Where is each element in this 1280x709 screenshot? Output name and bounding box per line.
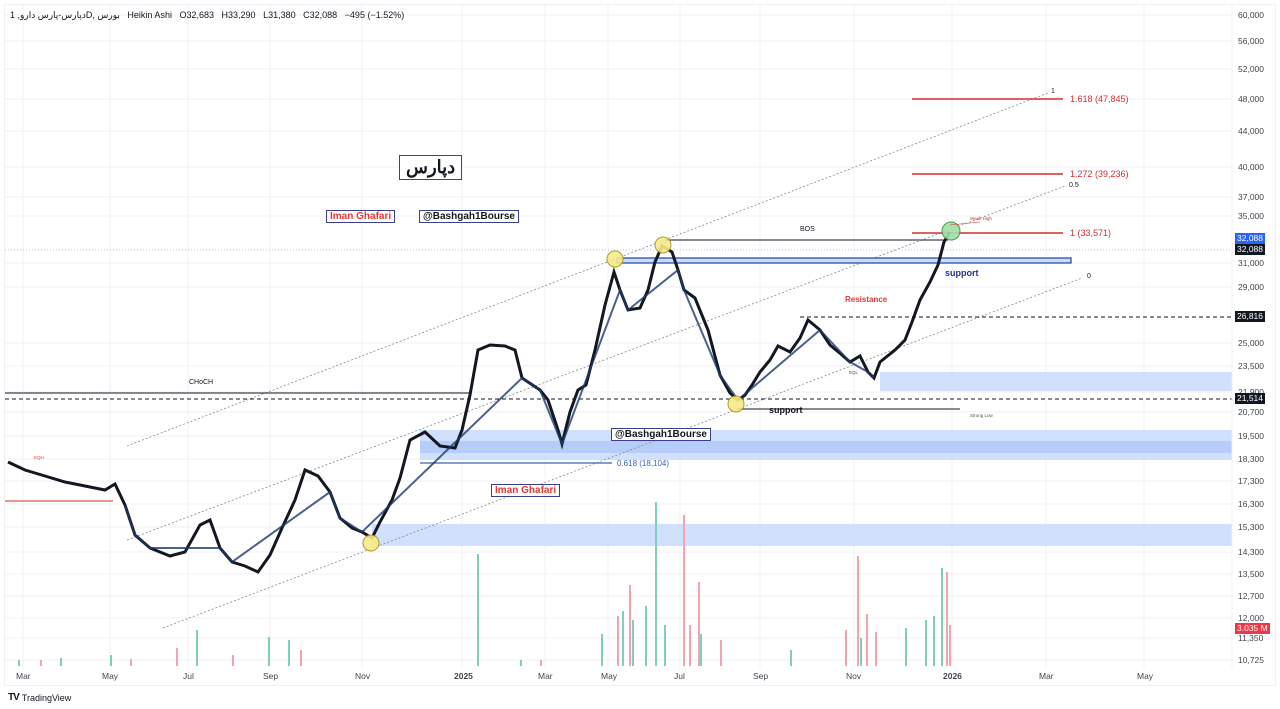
strong-low-label: Strong Low (970, 413, 993, 418)
svg-text:Jul: Jul (183, 671, 194, 681)
legend-high: H33,290 (221, 10, 256, 20)
choch-label: CHoCH (189, 379, 214, 386)
pivot-high-2 (654, 236, 672, 254)
demand-zone-3 (372, 524, 1232, 546)
support-label-top: support (945, 268, 979, 278)
volume-tag: 3.035 M (1235, 623, 1270, 634)
channel-label-0: 0 (1087, 273, 1091, 280)
svg-text:Sep: Sep (263, 671, 278, 681)
svg-text:52,000: 52,000 (1238, 64, 1264, 74)
svg-text:2026: 2026 (943, 671, 962, 681)
svg-text:17,300: 17,300 (1238, 476, 1264, 486)
price-axis[interactable]: 60,000 56,000 52,000 48,000 44,000 40,00… (1238, 10, 1264, 665)
author-label-1[interactable]: Iman Ghafari (326, 210, 396, 223)
pivot-low-2 (362, 534, 380, 552)
svg-text:May: May (601, 671, 618, 681)
eql-label: EQL (849, 370, 859, 375)
svg-text:21,900: 21,900 (1238, 387, 1264, 397)
author-label-2[interactable]: Iman Ghafari (491, 484, 561, 497)
price-channel[interactable] (126, 92, 1083, 629)
svg-text:Mar: Mar (16, 671, 31, 681)
legend-close: C32,088 (303, 10, 338, 20)
svg-text:12,000: 12,000 (1238, 613, 1264, 623)
pivot-low-1 (727, 395, 745, 413)
svg-text:May: May (102, 671, 119, 681)
svg-text:35,000: 35,000 (1238, 211, 1264, 221)
svg-text:18,300: 18,300 (1238, 454, 1264, 464)
pivot-high-1 (606, 250, 624, 268)
chart-legend: دپارس-پارس دارو, 1D, بورس Heikin Ashi O3… (10, 10, 409, 21)
svg-text:31,000: 31,000 (1238, 258, 1264, 268)
last-close-tag: 32,088 (1235, 244, 1265, 255)
fib-1618-label: 1.618 (47,845) (1070, 94, 1129, 104)
handle-label-2[interactable]: @Bashgah1Bourse (611, 428, 711, 441)
legend-symbol[interactable]: دپارس-پارس دارو, 1D, بورس (10, 10, 120, 20)
fib-1-label: 1 (33,571) (1070, 228, 1112, 238)
svg-text:20,700: 20,700 (1238, 407, 1264, 417)
fib-1272-label: 1.272 (39,236) (1070, 169, 1129, 179)
svg-text:25,000: 25,000 (1238, 338, 1264, 348)
volume-bars (18, 502, 951, 666)
svg-text:Mar: Mar (1039, 671, 1054, 681)
svg-text:Jul: Jul (674, 671, 685, 681)
svg-text:Nov: Nov (355, 671, 371, 681)
svg-text:11,350: 11,350 (1238, 633, 1264, 643)
svg-text:19,500: 19,500 (1238, 431, 1264, 441)
weak-high-label: Weak High (970, 216, 992, 221)
svg-text:29,000: 29,000 (1238, 282, 1264, 292)
channel-label-1: 1 (1051, 88, 1055, 95)
current-high-circle (941, 221, 961, 241)
svg-text:23,500: 23,500 (1238, 361, 1264, 371)
svg-text:44,000: 44,000 (1238, 126, 1264, 136)
footer: TV TradingView (8, 692, 71, 703)
demand-zone-1 (880, 372, 1232, 391)
chart-frame[interactable] (4, 4, 1276, 686)
svg-text:May: May (1137, 671, 1154, 681)
svg-text:Nov: Nov (846, 671, 862, 681)
weak-high-line (949, 221, 981, 226)
support-band[interactable] (616, 257, 1072, 264)
svg-text:2025: 2025 (454, 671, 473, 681)
tradingview-logo-icon[interactable]: TV (8, 692, 20, 703)
svg-text:48,000: 48,000 (1238, 94, 1264, 104)
legend-low: L31,380 (263, 10, 296, 20)
svg-text:40,000: 40,000 (1238, 162, 1264, 172)
svg-text:15,300: 15,300 (1238, 522, 1264, 532)
handle-label-1[interactable]: @Bashgah1Bourse (419, 210, 519, 223)
eqh-label: EQH (34, 455, 44, 460)
fib-0618-label: 0.618 (18,104) (617, 459, 670, 468)
title-box[interactable]: دپارس (399, 155, 463, 180)
svg-text:16,300: 16,300 (1238, 499, 1264, 509)
legend-open: O32,683 (179, 10, 214, 20)
legend-change: −495 (−1.52%) (344, 10, 405, 20)
svg-text:12,700: 12,700 (1238, 591, 1264, 601)
svg-text:Sep: Sep (753, 671, 768, 681)
time-axis[interactable]: Mar May Jul Sep Nov 2025 Mar May Jul Sep… (16, 671, 1154, 681)
svg-text:56,000: 56,000 (1238, 36, 1264, 46)
svg-text:14,300: 14,300 (1238, 547, 1264, 557)
svg-text:13,500: 13,500 (1238, 569, 1264, 579)
svg-text:60,000: 60,000 (1238, 10, 1264, 20)
demand-zone-2-core (420, 441, 1232, 453)
support-label-bottom: support (769, 405, 803, 415)
grid (5, 5, 1232, 668)
bos-label: BOS (800, 226, 815, 233)
level-tag-21514: 21,514 (1235, 393, 1265, 404)
resistance-label: Resistance (845, 295, 888, 304)
legend-chart-type: Heikin Ashi (127, 10, 172, 20)
tradingview-brand[interactable]: TradingView (21, 692, 72, 703)
level-tag-26816: 26,816 (1235, 311, 1265, 322)
svg-text:Mar: Mar (538, 671, 553, 681)
channel-label-05: 0.5 (1069, 182, 1079, 189)
svg-text:10,725: 10,725 (1238, 655, 1264, 665)
last-price-tag: 32,088 (1235, 233, 1265, 244)
svg-text:37,000: 37,000 (1238, 192, 1264, 202)
